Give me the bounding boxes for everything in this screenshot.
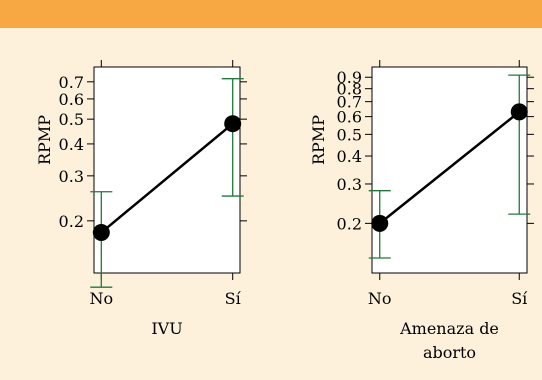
y-tick-label: 0.9 [337,68,362,87]
y-tick-label: 0.8 [337,80,362,99]
chart-ivu: 0.2 0.3 0.4 0.50.60.7 No Sí RPMP IVU [35,60,247,338]
plot-panel [371,66,528,274]
x-axis-label: IVU [151,319,182,338]
x-axis-label: Amenaza de aborto [399,319,499,362]
x-tick-label: Sí [511,289,528,308]
y-tick-label: 0.3 [337,175,362,194]
series-line [378,110,521,225]
y-tick-label: 0.3 [59,167,84,186]
header-band [0,0,542,28]
x-axis-label-line: Amenaza de [399,319,499,338]
data-point [224,115,242,133]
data-point [510,103,528,121]
x-tick-label: No [89,289,113,308]
data-point [92,224,110,242]
y-tick-label: 0.2 [59,212,84,231]
x-axis-label-line: aborto [423,343,476,362]
y-tick-label: 0.2 [337,214,362,233]
y-tick-label: 0.6 [59,90,84,109]
x-tick-label: No [368,289,392,308]
y-tick-label: 0.4 [59,135,84,154]
y-tick-label: 0.5 [59,110,84,129]
chart-amenaza-de-aborto: 0.2 0.3 0.4 0.50.60.70.80.9 No Sí RPMP Amenaza … [309,60,534,362]
plot-panel [93,66,241,274]
y-tick-label: 0.7 [337,93,362,112]
y-tick-label: 0.4 [337,147,362,166]
y-tick-label: 0.7 [59,73,84,92]
y-tick-label: 0.6 [337,108,362,127]
y-axis-label: RPMP [309,115,328,165]
y-tick-label: 0.5 [337,125,362,144]
y-axis-label: RPMP [35,115,54,165]
data-point [371,214,389,232]
x-tick-label: Sí [225,289,242,308]
series-line [100,122,234,234]
